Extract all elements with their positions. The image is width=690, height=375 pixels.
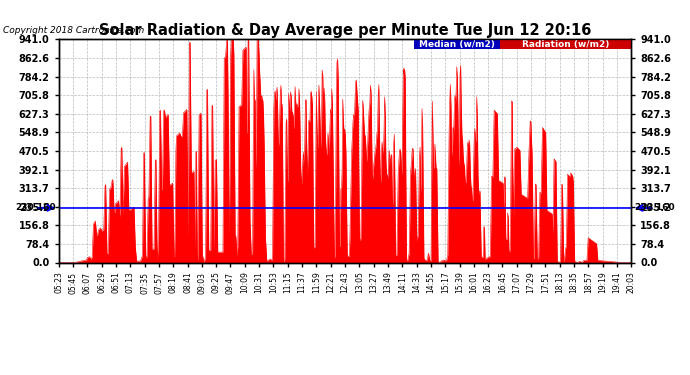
- Text: Median (w/m2): Median (w/m2): [419, 40, 495, 49]
- Text: Copyright 2018 Cartronics.com: Copyright 2018 Cartronics.com: [3, 26, 145, 35]
- Text: 230.160: 230.160: [15, 203, 56, 212]
- Bar: [414, 39, 500, 50]
- Title: Solar Radiation & Day Average per Minute Tue Jun 12 20:16: Solar Radiation & Day Average per Minute…: [99, 23, 591, 38]
- Bar: [500, 39, 631, 50]
- Text: Radiation (w/m2): Radiation (w/m2): [522, 40, 609, 49]
- Text: 230.160: 230.160: [634, 203, 675, 212]
